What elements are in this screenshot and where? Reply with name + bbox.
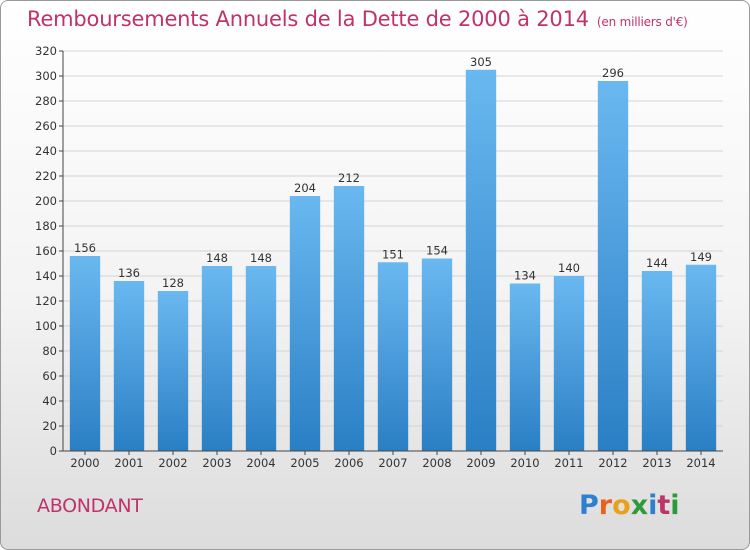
y-tick-label: 120 <box>35 294 57 308</box>
y-tick-label: 200 <box>35 194 57 208</box>
x-tick-label: 2002 <box>158 456 187 470</box>
data-label: 136 <box>118 266 140 280</box>
data-label: 144 <box>646 256 668 270</box>
data-label: 148 <box>206 251 228 265</box>
y-tick-label: 160 <box>35 244 57 258</box>
bar <box>685 264 717 451</box>
bar <box>377 262 409 451</box>
bar <box>509 283 541 451</box>
y-tick-label: 180 <box>35 219 57 233</box>
town-name: ABONDANT <box>37 495 143 517</box>
data-label: 148 <box>250 251 272 265</box>
y-tick-label: 40 <box>42 394 57 408</box>
y-tick-label: 100 <box>35 319 57 333</box>
logo-letter: i <box>670 490 680 521</box>
y-tick-label: 140 <box>35 269 57 283</box>
data-label: 154 <box>426 244 448 258</box>
x-tick-label: 2011 <box>554 456 583 470</box>
bar <box>245 266 277 451</box>
data-label: 128 <box>162 276 184 290</box>
x-tick-label: 2008 <box>422 456 451 470</box>
bar <box>333 186 365 451</box>
y-tick-label: 320 <box>35 44 57 58</box>
y-tick-label: 60 <box>42 369 57 383</box>
logo-letter: x <box>630 490 649 521</box>
x-tick-label: 2009 <box>466 456 495 470</box>
data-label: 305 <box>470 55 492 69</box>
data-labels: 156 136 128 148 148 204 212 151 154 305 134 140 296 1… <box>74 55 712 290</box>
chart-title-main: Remboursements Annuels de la Dette de 20… <box>27 7 589 31</box>
data-label: 149 <box>690 250 712 264</box>
data-label: 156 <box>74 241 96 255</box>
y-tick-label: 80 <box>42 344 57 358</box>
y-tick-label: 300 <box>35 69 57 83</box>
logo-letter: i <box>648 490 658 521</box>
x-tick-label: 2013 <box>642 456 671 470</box>
logo-letter: r <box>598 490 613 521</box>
bar <box>641 271 673 451</box>
y-tick-label: 260 <box>35 119 57 133</box>
y-tick-label: 20 <box>42 419 57 433</box>
x-tick-label: 2000 <box>70 456 99 470</box>
x-tick-label: 2010 <box>510 456 539 470</box>
bar <box>421 258 453 451</box>
logo-letter: t <box>657 490 671 521</box>
x-tick-label: 2006 <box>334 456 363 470</box>
y-axis-ticks: 0 20 40 60 80 100 120 140 160 180 200 220 240 260 280 3… <box>35 44 63 458</box>
logo-letter: P <box>579 490 599 521</box>
x-tick-label: 2007 <box>378 456 407 470</box>
data-label: 134 <box>514 269 536 283</box>
bar <box>553 276 585 451</box>
bar <box>465 69 497 451</box>
y-tick-label: 240 <box>35 144 57 158</box>
x-tick-label: 2001 <box>114 456 143 470</box>
bars <box>69 69 717 451</box>
x-tick-label: 2012 <box>598 456 627 470</box>
y-tick-label: 280 <box>35 94 57 108</box>
bar <box>289 196 321 451</box>
x-tick-label: 2014 <box>686 456 715 470</box>
data-label: 204 <box>294 181 316 195</box>
logo-letter: o <box>612 490 631 521</box>
x-tick-label: 2005 <box>290 456 319 470</box>
chart-title: Remboursements Annuels de la Dette de 20… <box>27 7 688 31</box>
bar <box>597 81 629 451</box>
data-label: 140 <box>558 261 580 275</box>
data-label: 151 <box>382 247 404 261</box>
data-label: 212 <box>338 171 360 185</box>
bar <box>69 256 101 451</box>
bar <box>113 281 145 451</box>
proxiti-logo: Proxiti <box>579 490 680 521</box>
y-tick-label: 0 <box>50 444 57 458</box>
bar <box>157 291 189 451</box>
y-tick-label: 220 <box>35 169 57 183</box>
bar <box>201 266 233 451</box>
x-axis-ticks: 2000 2001 2002 2003 2004 2005 2006 2007 2008 2009… <box>70 451 716 470</box>
chart-subtitle: (en milliers d'€) <box>596 15 688 29</box>
x-tick-label: 2004 <box>246 456 275 470</box>
x-tick-label: 2003 <box>202 456 231 470</box>
data-label: 296 <box>602 66 624 80</box>
